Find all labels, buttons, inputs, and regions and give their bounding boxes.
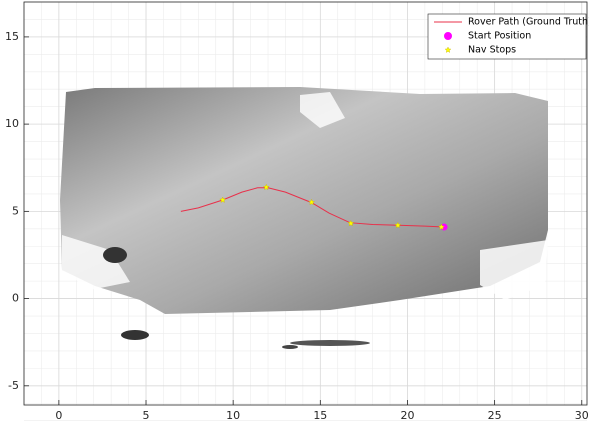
terrain-blob (290, 340, 370, 346)
chart: 0 5 10 15 20 25 30 -5 0 5 10 15 Rover Path (Ground … (0, 0, 589, 426)
x-tick-label: 0 (55, 409, 62, 422)
terrain (60, 87, 548, 314)
legend-label: Nav Stops (468, 45, 516, 56)
y-tick-label: -5 (8, 379, 19, 392)
legend-swatch (445, 33, 452, 40)
y-tick-label: 5 (12, 204, 19, 217)
y-tick-label: 0 (12, 292, 19, 305)
terrain-blob (282, 345, 298, 349)
x-tick-label: 10 (226, 409, 240, 422)
terrain-blob (121, 330, 149, 340)
terrain-blob (103, 247, 127, 263)
x-tick-label: 5 (143, 409, 150, 422)
y-tick-label: 15 (5, 30, 19, 43)
x-tick-label: 20 (400, 409, 414, 422)
x-tick-label: 15 (313, 409, 327, 422)
legend: Rover Path (Ground Truth) Start Position N… (428, 14, 589, 59)
x-tick-label: 30 (575, 409, 589, 422)
y-tick-label: 10 (5, 117, 19, 130)
legend-label: Start Position (468, 31, 531, 42)
x-tick-label: 25 (488, 409, 502, 422)
legend-label: Rover Path (Ground Truth) (468, 17, 589, 28)
